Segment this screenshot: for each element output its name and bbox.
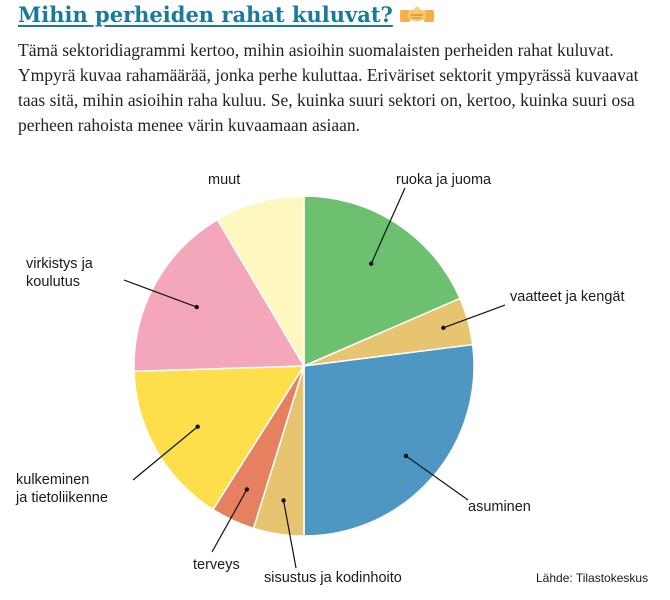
leader-dot-7 — [194, 304, 199, 310]
intro-text: Tämä sektoridiagrammi kertoo, mihin asio… — [18, 40, 639, 135]
pie-slice-1 — [303, 195, 462, 368]
leader-line-7 — [123, 279, 197, 308]
leader-line-2 — [443, 304, 506, 329]
leader-dot-5 — [244, 487, 250, 492]
pie-slice-4 — [252, 365, 305, 537]
title-row: Mihin perheiden rahat kuluvat? — [18, 0, 435, 30]
page-title: Mihin perheiden rahat kuluvat? — [18, 2, 393, 27]
slice-label-1: ruoka ja juoma — [396, 172, 492, 188]
source-note: Lähde: Tilastokeskus — [536, 571, 648, 585]
pie-slice-5 — [211, 365, 305, 530]
pie-labels: ruoka ja juoma vaatteet ja kengät asuminen… — [15, 172, 624, 586]
pie-slice-2 — [303, 297, 474, 367]
pie-slice-6 — [133, 365, 306, 511]
pie-leader-lines — [123, 187, 506, 569]
leader-line-6 — [132, 426, 199, 481]
money-handshake-icon — [399, 3, 435, 27]
pie-slice-3 — [303, 343, 475, 537]
leader-dot-3 — [403, 453, 409, 459]
slice-label-3: asuminen — [468, 499, 531, 515]
slice-label-6: kulkeminen ja tietoliikenne — [15, 472, 108, 506]
leader-dot-2 — [441, 325, 446, 331]
leader-line-4 — [282, 500, 297, 569]
leader-line-5 — [211, 489, 248, 553]
slice-label-8: muut — [208, 172, 240, 188]
slice-label-7: virkistys ja koulutus — [26, 256, 94, 290]
leader-dot-1 — [369, 261, 374, 266]
pie-slice-7 — [133, 218, 306, 373]
leader-line-1 — [370, 187, 406, 264]
leader-dot-4 — [281, 498, 286, 503]
leader-dot-6 — [195, 424, 200, 429]
leader-line-3 — [405, 455, 469, 501]
pie-slice-8 — [216, 195, 305, 369]
slice-label-2: vaatteet ja kengät — [510, 289, 624, 305]
pie-slices — [133, 195, 475, 537]
slice-label-4: sisustus ja kodinhoito — [264, 570, 402, 586]
slice-label-5: terveys — [193, 557, 240, 573]
